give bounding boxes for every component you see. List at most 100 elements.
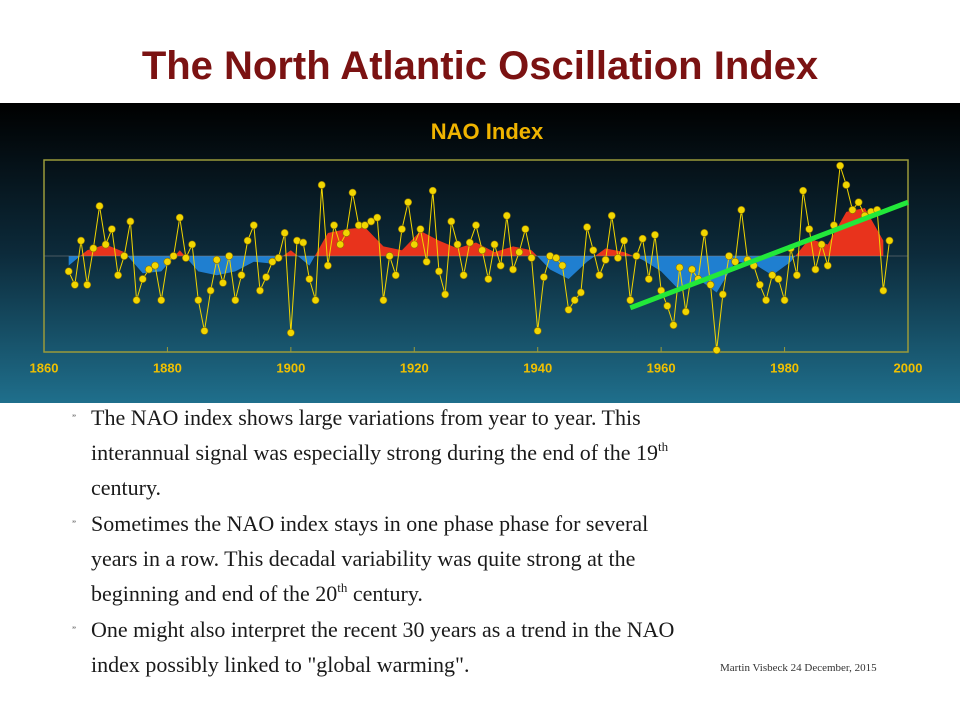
bullet-line: beginning and end of the 20th century. [91, 581, 423, 607]
annual-point [194, 296, 203, 305]
bullet-line: century. [91, 475, 162, 500]
x-tick-label: 1880 [153, 360, 182, 375]
annual-point [583, 223, 591, 232]
annual-point [712, 346, 721, 354]
annual-point [83, 280, 92, 289]
annual-point [459, 271, 468, 280]
annual-point [465, 238, 474, 247]
trend-line [629, 199, 909, 311]
annual-point [484, 275, 493, 283]
annual-point [428, 186, 437, 195]
annual-point [447, 217, 456, 226]
line-text: century. [347, 581, 423, 606]
annual-point [249, 221, 258, 230]
annual-point [145, 265, 153, 274]
annual-point [317, 181, 326, 189]
annual-point [126, 217, 135, 226]
annual-point [77, 236, 85, 245]
annual-point [768, 271, 777, 280]
annual-point [688, 265, 696, 274]
annual-point [793, 271, 801, 280]
annual-point [570, 296, 579, 305]
annual-point [502, 211, 511, 220]
annual-point [243, 236, 252, 245]
annual-point [89, 244, 98, 253]
annual-point [398, 225, 406, 234]
annual-point [626, 296, 635, 305]
annual-point [336, 240, 345, 249]
annual-point [854, 198, 863, 207]
x-tick-label: 1960 [647, 360, 676, 375]
annual-point [132, 296, 141, 305]
annual-point [595, 271, 604, 280]
annual-point [521, 225, 530, 234]
annual-point [404, 198, 413, 207]
annual-point [219, 278, 227, 287]
annual-point [515, 248, 524, 257]
annual-point [237, 271, 246, 280]
annual-point [509, 265, 517, 274]
annual-point [175, 213, 184, 222]
annual-point [385, 252, 394, 260]
annual-point [731, 257, 740, 266]
annual-point [842, 181, 851, 189]
annual-point [607, 211, 616, 220]
annual-point [651, 230, 659, 239]
annual-point [725, 252, 733, 260]
annual-point [138, 275, 147, 283]
annual-point [638, 234, 647, 243]
slide-title: The North Atlantic Oscillation Index [141, 44, 819, 88]
annual-point [706, 280, 715, 289]
annual-point [305, 275, 314, 283]
annual-point [342, 229, 351, 237]
annual-point [422, 257, 431, 266]
annual-point [70, 280, 79, 289]
annual-point [95, 202, 104, 210]
annual-point [774, 275, 783, 283]
annual-point [663, 302, 672, 310]
annual-point [330, 221, 338, 230]
annual-point [539, 273, 548, 282]
annual-point [311, 296, 320, 305]
chart: NAO Index 1860 1880 1900 1920 1940 1960 1980 20… [0, 103, 960, 403]
annual-point [836, 161, 845, 170]
annual-point [299, 238, 308, 247]
annual-point [762, 296, 770, 305]
bullet-line: Sometimes the NAO index stays in one pha… [91, 511, 649, 536]
annual-point [157, 296, 166, 305]
x-tick-label: 1940 [523, 360, 552, 375]
annual-point [848, 206, 857, 214]
annual-point [718, 290, 727, 299]
annual-point [323, 261, 332, 270]
bullet-line: index possibly linked to "global warming… [91, 652, 470, 677]
annual-point [755, 280, 764, 289]
bullet-line: years in a row. This decadal variability… [91, 546, 636, 571]
superscript: th [337, 580, 348, 595]
chart-title: NAO Index [431, 119, 544, 144]
annual-point [823, 261, 832, 270]
bullet-marker: ” [72, 625, 76, 635]
annual-point [780, 296, 789, 305]
annual-point [805, 225, 814, 234]
x-tick-label: 1920 [400, 360, 429, 375]
x-tick-label: 1860 [30, 360, 59, 375]
annual-point [280, 229, 289, 237]
annual-point [817, 240, 826, 249]
annual-point [169, 252, 178, 260]
annual-point [441, 290, 450, 299]
annual-point [799, 186, 807, 195]
annual-point [212, 255, 221, 264]
bullet-marker: ” [72, 519, 76, 529]
annual-point [256, 286, 264, 295]
bullet-line: One might also interpret the recent 30 y… [91, 617, 675, 642]
annual-point [348, 188, 357, 197]
x-tick-label: 2000 [894, 360, 923, 375]
line-text: beginning and end of the 20 [91, 581, 338, 606]
annual-point [410, 240, 419, 249]
annual-point [416, 225, 425, 234]
annual-point [101, 240, 110, 249]
annual-point [64, 267, 73, 276]
annual-point [472, 221, 480, 230]
annual-point [361, 221, 369, 230]
